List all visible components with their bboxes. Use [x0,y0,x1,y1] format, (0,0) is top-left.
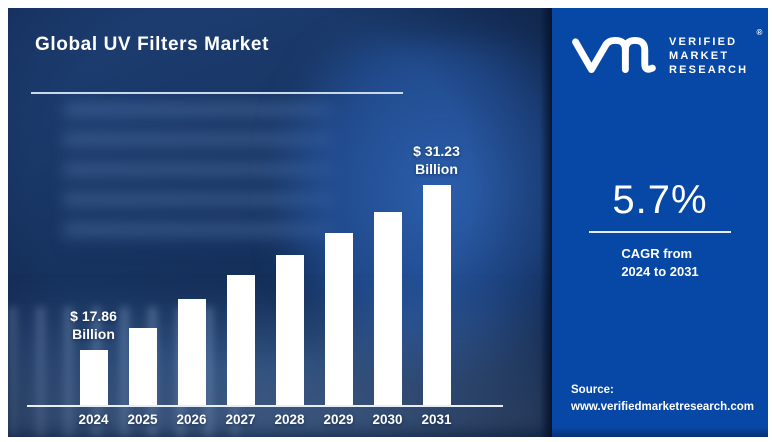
x-axis-labels: 2024 2025 2026 2027 2028 2029 2030 2031 [27,407,503,427]
brand-line-market: MARKET [669,49,730,62]
cagr-label-line2: 2024 to 2031 [621,264,699,280]
source-block: Source: www.verifiedmarketresearch.com [571,382,754,417]
bar-chart: $ 17.86 Billion $ 31.23 Billion 2024 2025 202… [27,139,503,427]
cagr-block: 5.7% CAGR from 2024 to 2031 [552,178,768,281]
title-underline [31,92,403,94]
cagr-label: CAGR from 2024 to 2031 [621,245,698,281]
cagr-label-line1: CAGR from [621,246,693,261]
x-axis-label-2026: 2026 [176,412,207,427]
brand-line-research: RESEARCH [669,64,749,77]
x-axis-label-2030: 2030 [372,412,403,427]
bar-value-label-2031: $ 31.23 Billion [413,143,460,177]
bar-column-2025 [128,328,157,405]
source-url: www.verifiedmarketresearch.com [571,400,755,413]
vmr-logo: ® VERIFIED MARKET RESEARCH [570,28,762,78]
bar-value-label-2024: $ 17.86 Billion [70,308,117,342]
bar-column-2031: $ 31.23 Billion [413,143,460,405]
bar-plot: $ 17.86 Billion $ 31.23 Billion [27,139,503,405]
x-axis-label-2028: 2028 [274,412,305,427]
bar-column-2027 [226,275,255,405]
bar-2031 [422,185,451,405]
brand-line-verified: VERIFIED [669,35,738,48]
bar-2025 [128,328,157,405]
bar-column-2028 [275,255,304,405]
registered-trademark-icon: ® [756,27,763,37]
bar-column-2029 [324,233,353,405]
chart-panel: Global UV Filters Market $ 17.86 Billion $… [8,8,552,437]
source-label: Source: [571,383,614,396]
x-axis-label-2024: 2024 [78,412,109,427]
x-axis-label-2029: 2029 [323,412,354,427]
x-axis-label-2031: 2031 [421,412,452,427]
bar-2030 [373,212,402,405]
x-axis-line [27,405,503,407]
panel-edge-shadow [540,8,552,437]
vmr-monogram-icon [572,37,656,74]
bar-column-2030 [373,212,402,405]
bar-column-2026 [177,299,206,405]
info-panel: ® VERIFIED MARKET RESEARCH 5.7% CAGR fro… [552,8,768,437]
x-axis-label-2027: 2027 [225,412,256,427]
bar-2027 [226,275,255,405]
cagr-divider [589,231,731,233]
bar-2029 [324,233,353,405]
bar-2028 [275,255,304,405]
page-title: Global UV Filters Market [35,34,270,55]
brand-name: ® VERIFIED MARKET RESEARCH [669,28,762,78]
bar-2024 [79,350,108,405]
x-axis-label-2025: 2025 [127,412,158,427]
bar-column-2024: $ 17.86 Billion [70,308,117,405]
bar-2026 [177,299,206,405]
cagr-value: 5.7% [612,178,708,222]
infographic-canvas: Global UV Filters Market $ 17.86 Billion $… [8,8,768,437]
